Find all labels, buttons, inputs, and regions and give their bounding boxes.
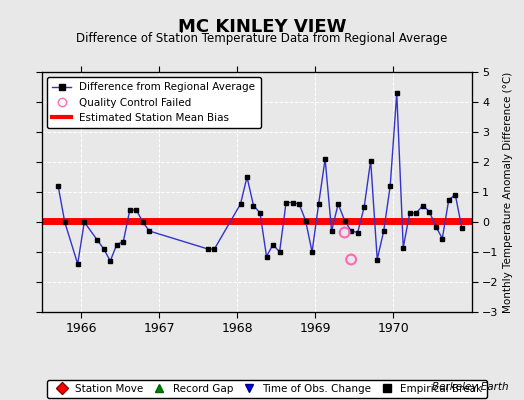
Y-axis label: Monthly Temperature Anomaly Difference (°C): Monthly Temperature Anomaly Difference (… [503, 71, 512, 313]
Point [347, 256, 355, 263]
Legend: Station Move, Record Gap, Time of Obs. Change, Empirical Break: Station Move, Record Gap, Time of Obs. C… [47, 380, 487, 398]
Text: Berkeley Earth: Berkeley Earth [432, 382, 508, 392]
Point [341, 229, 349, 236]
Text: Difference of Station Temperature Data from Regional Average: Difference of Station Temperature Data f… [77, 32, 447, 45]
Text: MC KINLEY VIEW: MC KINLEY VIEW [178, 18, 346, 36]
